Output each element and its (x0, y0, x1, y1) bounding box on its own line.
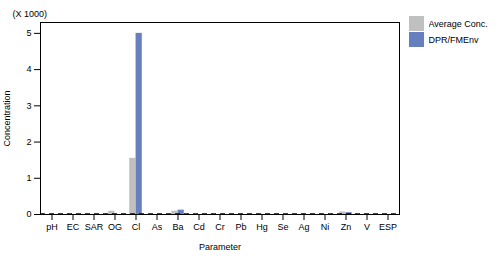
html-text:DPR/FMEnv: DPR/FMEnv (428, 34, 479, 45)
svg-text:EC: EC (67, 222, 80, 232)
svg-text:V: V (364, 222, 370, 232)
svg-text:3: 3 (26, 101, 31, 111)
svg-text:As: As (152, 222, 163, 232)
svg-text:Pb: Pb (235, 222, 246, 232)
svg-text:Zn: Zn (341, 222, 352, 232)
svg-text:0: 0 (26, 209, 31, 219)
svg-text:1: 1 (26, 173, 31, 183)
svg-text:4: 4 (26, 64, 31, 74)
svg-text:Ba: Ba (172, 222, 183, 232)
svg-text:Cl: Cl (132, 222, 141, 232)
svg-text:Cr: Cr (215, 222, 225, 232)
svg-text:2: 2 (26, 137, 31, 147)
svg-text:Cd: Cd (193, 222, 205, 232)
svg-text:Ag: Ag (298, 222, 309, 232)
svg-text:Parameter: Parameter (199, 242, 241, 252)
svg-text:5: 5 (26, 28, 31, 38)
svg-text:ESP: ESP (379, 222, 397, 232)
html-text:Average Conc.: Average Conc. (428, 18, 488, 29)
svg-text:Concentration: Concentration (2, 90, 12, 146)
svg-text:OG: OG (108, 222, 122, 232)
svg-text:Ni: Ni (321, 222, 330, 232)
svg-text:Se: Se (277, 222, 288, 232)
svg-text:pH: pH (46, 222, 58, 232)
svg-text:(X 1000): (X 1000) (13, 9, 48, 19)
svg-text:Hg: Hg (256, 222, 268, 232)
svg-text:SAR: SAR (85, 222, 104, 232)
